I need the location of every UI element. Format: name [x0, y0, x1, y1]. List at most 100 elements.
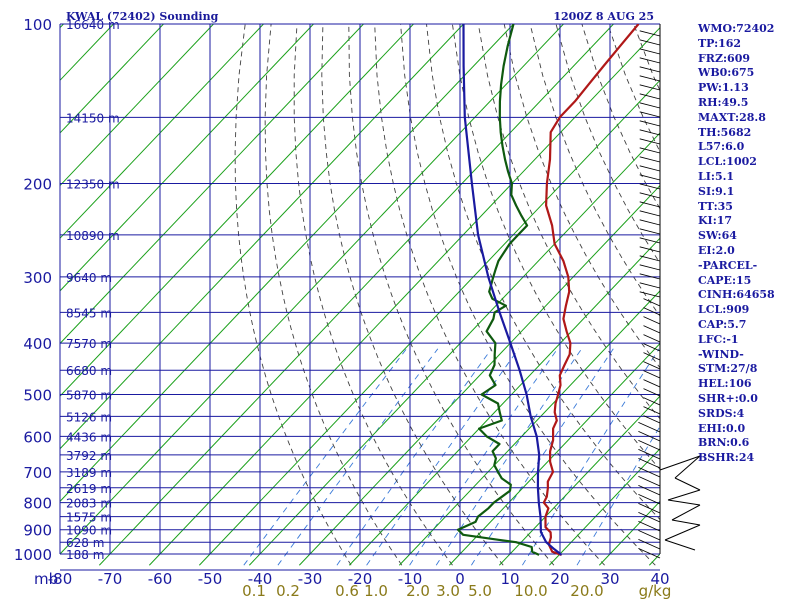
index-line: LFC:-1 — [698, 332, 739, 346]
pressure-tick-label: 900 — [23, 522, 52, 540]
wind-barb-low — [674, 455, 701, 479]
wind-barb — [643, 298, 661, 307]
wind-barb — [643, 370, 661, 379]
isotherm-line — [60, 24, 464, 450]
height-label: 14150 m — [66, 111, 120, 125]
wind-barb — [639, 210, 661, 217]
temperature-tick-label: -20 — [348, 570, 373, 588]
index-line: LCL:909 — [698, 303, 750, 317]
sounding-profiles — [456, 24, 640, 556]
isotherm-line — [448, 342, 660, 566]
isotherm-line — [60, 24, 514, 503]
wind-barb — [643, 415, 661, 424]
wind-barb — [639, 129, 661, 136]
height-label: 10890 m — [66, 229, 120, 243]
wind-barb-low — [671, 504, 701, 521]
isotherm-line — [60, 24, 564, 555]
wind-barb-low — [659, 455, 701, 471]
wind-barb — [639, 120, 661, 127]
index-line: L57:6.0 — [698, 140, 745, 154]
wind-barb — [638, 475, 661, 487]
dry-adiabat-line — [348, 24, 555, 566]
temperature-tick-label: 20 — [550, 570, 569, 588]
wind-barb — [643, 379, 661, 388]
wind-barb — [639, 201, 661, 208]
isotherm-line — [198, 79, 660, 566]
height-label: 188 m — [66, 548, 104, 562]
wind-barb — [639, 102, 661, 109]
height-label: 1090 m — [66, 524, 112, 538]
isotherm-line — [348, 237, 660, 566]
pressure-tick-label: 100 — [23, 16, 52, 34]
index-line: SW:64 — [698, 229, 737, 243]
wind-barb — [643, 334, 661, 343]
height-label: 7570 m — [66, 337, 112, 351]
index-line: BSHR:24 — [698, 451, 755, 465]
mixing-ratio-label: 0.1 — [242, 582, 266, 600]
wind-barb-low — [674, 477, 701, 491]
pressure-tick-label: 500 — [23, 386, 52, 404]
wind-barb — [639, 228, 661, 235]
wind-barb — [638, 466, 661, 478]
pressure-tick-label: 600 — [23, 428, 52, 446]
temperature-tick-label: -10 — [398, 570, 423, 588]
index-line: FRZ:609 — [698, 51, 751, 65]
observation-time: 1200Z 8 AUG 25 — [553, 10, 654, 23]
wind-barb-low — [667, 499, 701, 506]
dry-adiabat-line — [374, 24, 605, 566]
index-line: TP:162 — [698, 36, 742, 50]
isotherm-line — [60, 24, 314, 292]
temperature-tick-label: 30 — [600, 570, 619, 588]
height-label: 2083 m — [66, 497, 112, 511]
pressure-tick-label: 200 — [23, 176, 52, 194]
index-line: CAPE:15 — [698, 273, 752, 287]
isotherm-line — [60, 24, 164, 134]
index-line: RH:49.5 — [698, 95, 749, 109]
height-label: 16640 m — [66, 18, 120, 32]
height-label: 628 m — [66, 536, 104, 550]
height-label: 8545 m — [66, 306, 112, 320]
height-label: 9640 m — [66, 271, 112, 285]
index-line: EHI:0.0 — [698, 421, 746, 435]
wind-barb — [639, 219, 661, 226]
height-label: 1575 m — [66, 511, 112, 525]
dewpoint-line — [456, 24, 540, 556]
height-label: 5870 m — [66, 388, 112, 402]
mixing-ratio-label: 20.0 — [570, 582, 603, 600]
temperature-tick-label: -60 — [148, 570, 173, 588]
wind-barb-low — [671, 519, 701, 526]
wind-barb — [639, 165, 661, 172]
pressure-tick-label: 700 — [23, 464, 52, 482]
wind-barb — [639, 237, 661, 244]
isotherm-line — [60, 24, 414, 397]
dry-adiabat-line — [555, 24, 660, 264]
temperature-tick-label: 40 — [650, 570, 669, 588]
mixing-ratio-line — [435, 348, 582, 566]
wind-barb — [639, 174, 661, 181]
index-line: SHR+:0.0 — [698, 391, 758, 405]
index-line: BRN:0.6 — [698, 436, 750, 450]
mixing-ratio-line — [522, 348, 660, 566]
pressure-unit-label: mb — [34, 570, 58, 588]
index-line: WMO:72402 — [698, 22, 775, 35]
dry-adiabat-line — [234, 24, 352, 566]
temperature-tick-label: 0 — [455, 570, 465, 588]
index-line: TH:5682 — [698, 125, 752, 139]
wind-barbs — [638, 24, 701, 559]
index-line: CINH:64658 — [698, 288, 775, 302]
index-line: MAXT:28.8 — [698, 110, 766, 124]
mixing-ratio-line — [243, 348, 407, 566]
height-label: 3189 m — [66, 466, 112, 480]
wind-barb — [643, 397, 661, 406]
mixing-ratio-line — [336, 348, 492, 566]
index-line: SI:9.1 — [698, 184, 735, 198]
isotherm-line — [298, 184, 660, 566]
isotherm-line — [60, 24, 214, 187]
index-line: TT:35 — [698, 199, 733, 213]
dry-adiabat-line — [529, 24, 660, 317]
wind-barb — [639, 39, 661, 46]
index-line: PW:1.13 — [698, 81, 749, 95]
wind-barb — [638, 511, 661, 523]
index-line: -WIND- — [698, 347, 744, 361]
